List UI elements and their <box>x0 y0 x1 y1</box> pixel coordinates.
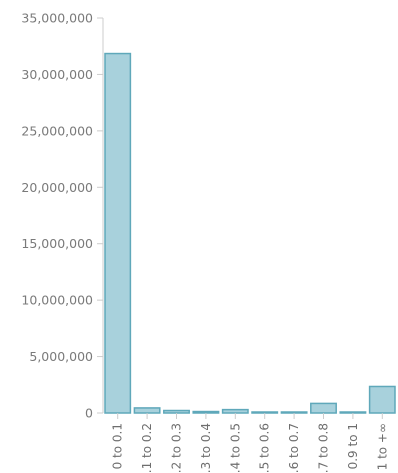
bar <box>339 411 367 414</box>
x-category-label: 1 to +∞ <box>375 423 389 470</box>
bar <box>104 52 132 414</box>
bar <box>192 410 220 414</box>
bar <box>368 385 396 414</box>
y-tick-label: 5,000,000 <box>29 349 93 364</box>
x-category-label: 0 to 0.1 <box>111 423 125 469</box>
bar <box>221 408 249 414</box>
bar <box>163 409 190 414</box>
x-category-label: .7 to 0.8 <box>317 423 331 473</box>
y-tick-label: 15,000,000 <box>21 236 93 251</box>
y-tick-label: 10,000,000 <box>21 293 93 308</box>
y-tick-label: 25,000,000 <box>21 123 93 138</box>
x-category-label: .2 to 0.3 <box>170 423 184 473</box>
y-axis: 0 5,000,000 10,000,000 15,000,000 20,000,000… <box>21 11 104 421</box>
bar <box>133 407 161 414</box>
x-category-label: .6 to 0.7 <box>287 423 301 473</box>
bars <box>104 52 396 414</box>
y-tick-label: 30,000,000 <box>21 67 93 82</box>
bar <box>280 411 308 414</box>
x-category-label: 0.9 to 1 <box>346 423 360 469</box>
x-axis: 0 to 0.1 .1 to 0.2 .2 to 0.3 .3 to 0.4 .4 to… <box>111 413 389 473</box>
x-category-label: .1 to 0.2 <box>140 423 154 473</box>
y-tick-label: 0 <box>85 406 93 421</box>
y-tick-label: 35,000,000 <box>21 11 93 26</box>
x-category-label: .4 to 0.5 <box>228 423 242 473</box>
y-tick-label: 20,000,000 <box>21 180 93 195</box>
x-category-label: .5 to 0.6 <box>258 423 272 473</box>
x-category-label: .3 to 0.4 <box>199 423 213 473</box>
bar <box>310 402 337 414</box>
bar <box>251 411 279 414</box>
